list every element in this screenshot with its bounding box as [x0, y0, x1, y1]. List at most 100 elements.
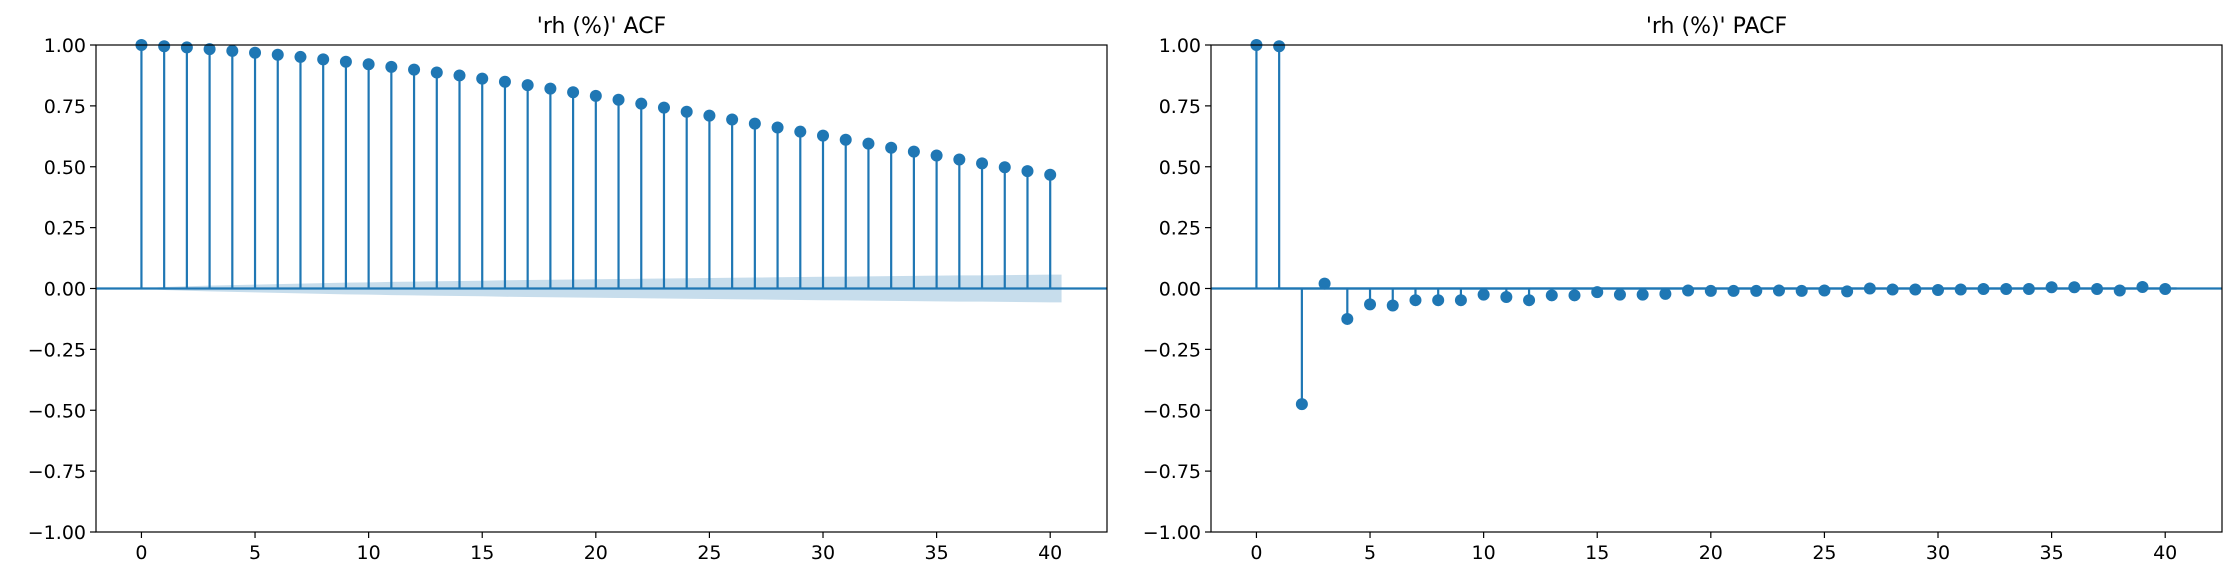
pacf-xtick-label: 35	[2040, 542, 2064, 564]
pacf-ytick-label: 0.00	[1159, 279, 1201, 301]
acf-stems	[140, 45, 1052, 289]
acf-marker	[794, 125, 807, 138]
pacf-marker	[1841, 285, 1854, 298]
pacf-marker	[1364, 298, 1377, 311]
pacf-ytick-label: −0.75	[1143, 461, 1201, 483]
pacf-marker	[1636, 288, 1649, 301]
pacf-plot-frame	[1210, 44, 2223, 533]
pacf-marker	[1750, 284, 1763, 297]
acf-marker	[976, 157, 989, 170]
pacf-title: 'rh (%)' PACF	[1646, 14, 1787, 39]
acf-marker	[362, 58, 375, 71]
pacf-marker	[2000, 282, 2013, 295]
acf-xtick-label: 5	[249, 542, 261, 564]
pacf-marker	[1545, 289, 1558, 302]
acf-ytick-label: 1.00	[44, 35, 86, 57]
pacf-marker	[1591, 286, 1604, 299]
pacf-marker	[1500, 291, 1513, 304]
pacf-marker	[1886, 283, 1899, 296]
acf-marker	[430, 66, 443, 79]
pacf-marker	[1409, 294, 1422, 307]
acf-marker	[476, 72, 489, 85]
pacf-ytick-label: 0.25	[1159, 218, 1201, 240]
acf-marker	[294, 50, 307, 63]
pacf-marker	[2022, 282, 2035, 295]
acf-x-axis: 0 5 10 15 20 25 30 35 40	[135, 532, 1062, 564]
acf-xtick-label: 10	[357, 542, 381, 564]
pacf-marker	[1318, 277, 1331, 290]
acf-marker	[930, 149, 943, 162]
pacf-marker	[2091, 282, 2104, 295]
pacf-xtick-label: 10	[1472, 542, 1496, 564]
acf-panel: 'rh (%)' ACF −1.00 −0.75 −0.50 −0.25 0.00 0.2…	[28, 14, 1108, 564]
pacf-marker	[1568, 289, 1581, 302]
acf-xtick-label: 30	[811, 542, 835, 564]
acf-ytick-label: 0.50	[44, 157, 86, 179]
acf-ytick-label: −1.00	[28, 522, 86, 544]
acf-marker	[339, 55, 352, 68]
acf-xtick-label: 15	[470, 542, 494, 564]
acf-xtick-label: 35	[925, 542, 949, 564]
acf-marker	[748, 117, 761, 130]
pacf-marker	[1795, 284, 1808, 297]
acf-marker	[1044, 168, 1057, 181]
acf-marker	[839, 133, 852, 146]
acf-xtick-label: 20	[584, 542, 608, 564]
acf-ytick-label: −0.75	[28, 461, 86, 483]
acf-marker	[498, 75, 511, 88]
acf-marker	[567, 86, 580, 99]
pacf-x-axis: 0 5 10 15 20 25 30 35 40	[1250, 532, 2177, 564]
acf-marker	[726, 113, 739, 126]
acf-marker	[453, 69, 466, 82]
pacf-y-axis: −1.00 −0.75 −0.50 −0.25 0.00 0.25 0.50 0.75 1.00	[1143, 35, 1211, 544]
pacf-marker	[2159, 282, 2172, 295]
acf-marker	[408, 63, 421, 76]
acf-marker	[544, 82, 557, 95]
pacf-ytick-label: −0.25	[1143, 339, 1201, 361]
pacf-marker	[2113, 284, 2126, 297]
pacf-ytick-label: −0.50	[1143, 400, 1201, 422]
pacf-marker	[1682, 284, 1695, 297]
acf-marker	[203, 43, 216, 56]
acf-ytick-label: −0.50	[28, 400, 86, 422]
acf-marker	[907, 145, 920, 158]
pacf-ytick-label: −1.00	[1143, 522, 1201, 544]
pacf-xtick-label: 20	[1699, 542, 1723, 564]
acf-marker	[317, 53, 330, 66]
pacf-ytick-label: 1.00	[1159, 35, 1201, 57]
acf-marker	[771, 121, 784, 134]
pacf-panel: 'rh (%)' PACF −1.00 −0.75 −0.50 −0.25 0.00 0.…	[1143, 14, 2223, 564]
pacf-ytick-label: 0.50	[1159, 157, 1201, 179]
pacf-xtick-label: 30	[1926, 542, 1950, 564]
pacf-xtick-label: 5	[1364, 542, 1376, 564]
acf-marker	[521, 79, 534, 92]
pacf-marker	[1454, 294, 1467, 307]
pacf-marker	[1704, 284, 1717, 297]
acf-ytick-label: 0.25	[44, 218, 86, 240]
pacf-marker	[1295, 398, 1308, 411]
pacf-marker	[1613, 288, 1626, 301]
acf-marker	[180, 41, 193, 54]
pacf-marker	[1386, 299, 1399, 312]
acf-marker	[249, 46, 262, 59]
pacf-marker	[1477, 288, 1490, 301]
pacf-marker	[1772, 284, 1785, 297]
acf-marker	[271, 48, 284, 61]
acf-ytick-label: 0.75	[44, 96, 86, 118]
pacf-xtick-label: 40	[2153, 542, 2177, 564]
pacf-xtick-label: 25	[1812, 542, 1836, 564]
pacf-marker	[1727, 284, 1740, 297]
acf-ytick-label: 0.00	[44, 279, 86, 301]
acf-marker	[953, 153, 966, 166]
pacf-marker	[1954, 283, 1967, 296]
acf-xtick-label: 40	[1038, 542, 1062, 564]
acf-plot-frame	[95, 44, 1108, 533]
pacf-marker	[2045, 281, 2058, 294]
acf-marker	[612, 93, 625, 106]
acf-title: 'rh (%)' ACF	[537, 14, 666, 39]
acf-marker	[385, 60, 398, 73]
acf-marker	[589, 89, 602, 102]
acf-marker	[817, 129, 830, 142]
pacf-marker	[1932, 283, 1945, 296]
